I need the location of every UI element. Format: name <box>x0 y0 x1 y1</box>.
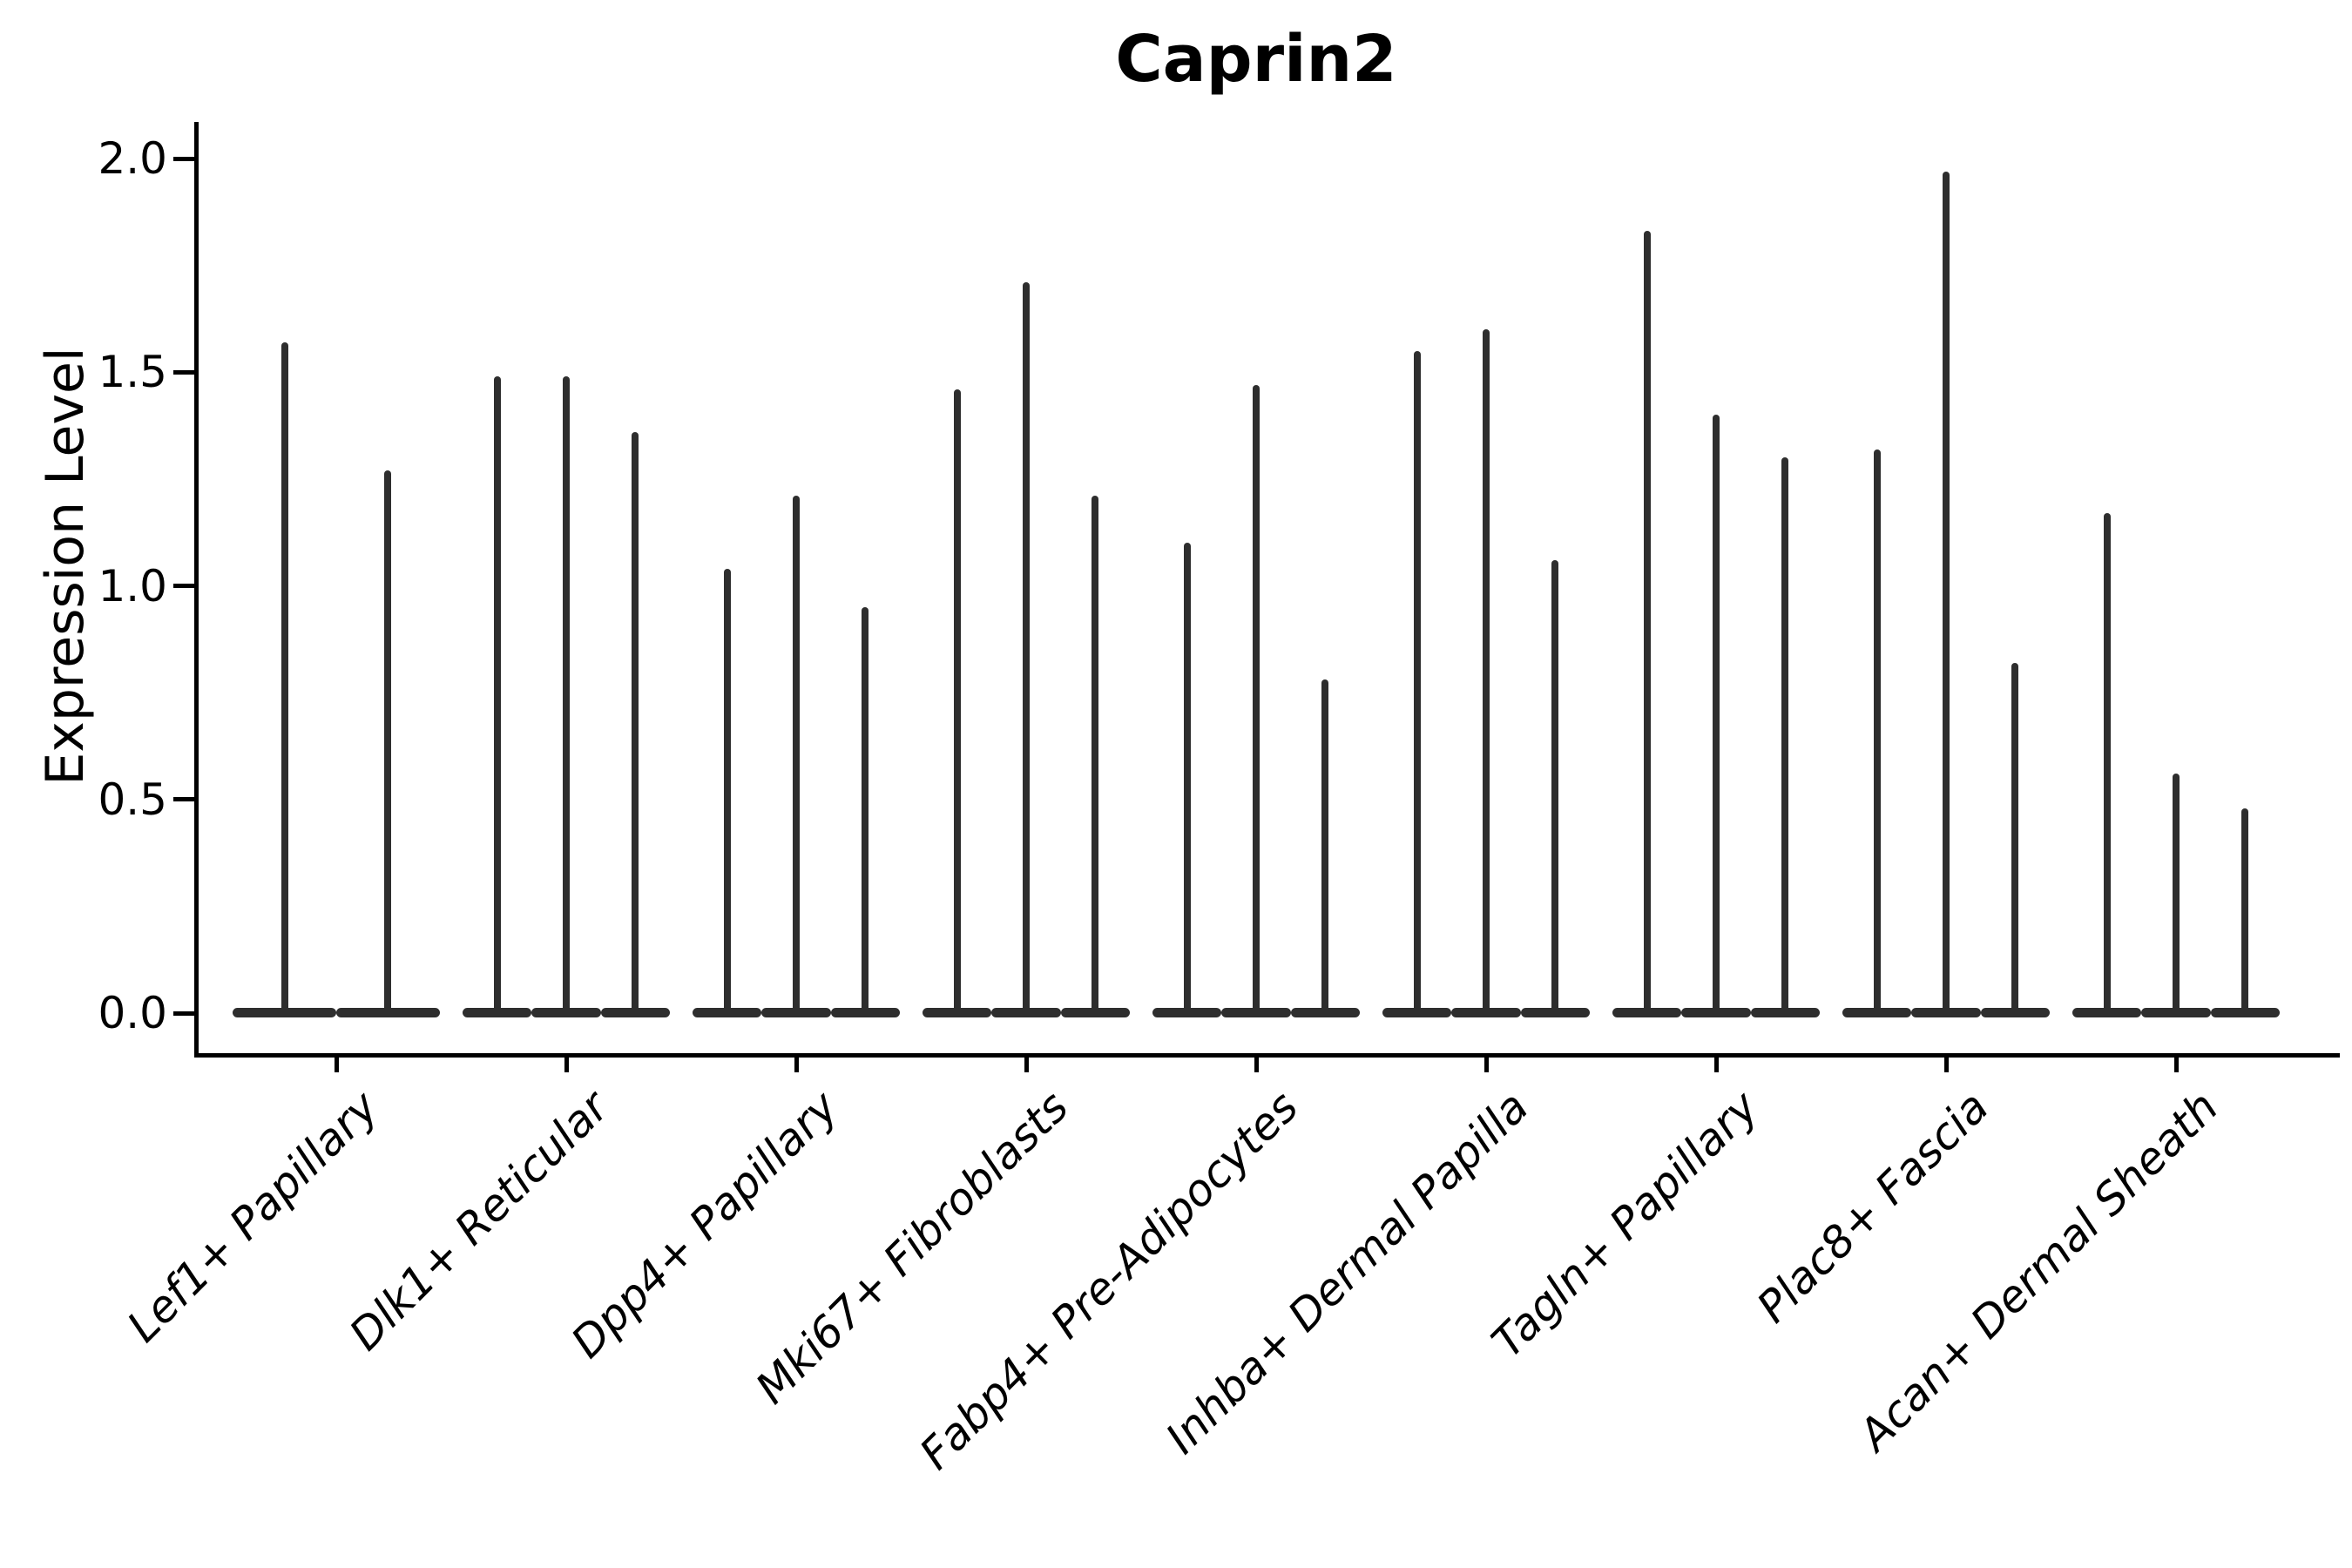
y-tick-label: 0.0 <box>98 988 167 1038</box>
violin-spike <box>2103 513 2111 1017</box>
y-tick-label: 1.0 <box>98 561 167 612</box>
chart-title: Caprin2 <box>1115 22 1397 97</box>
violin-spike <box>1713 415 1720 1017</box>
violin-spike <box>1943 171 1950 1017</box>
violin-spike <box>793 496 800 1017</box>
x-tick-mark <box>564 1058 569 1072</box>
y-tick-mark <box>173 157 194 161</box>
y-tick-mark <box>173 584 194 588</box>
violin-spike <box>2241 808 2249 1017</box>
x-tick-mark <box>1484 1058 1489 1072</box>
x-tick-mark <box>1254 1058 1259 1072</box>
violin-spike <box>1183 543 1191 1017</box>
x-tick-mark <box>334 1058 339 1072</box>
violin-spike <box>1253 384 1260 1017</box>
violin-spike <box>1643 231 1651 1017</box>
violin-spike <box>280 341 288 1017</box>
x-tick-mark <box>794 1058 799 1072</box>
violin-spike <box>2011 662 2019 1017</box>
x-tick-mark <box>2173 1058 2179 1072</box>
violin-spike <box>493 376 501 1017</box>
violin-spike <box>862 607 869 1017</box>
violin-spike <box>1023 282 1030 1017</box>
violin-spike <box>2173 774 2180 1017</box>
y-tick-mark <box>173 797 194 801</box>
violin-spike <box>1483 329 1490 1017</box>
x-tick-mark <box>1943 1058 1949 1072</box>
violin-spike <box>723 568 731 1017</box>
violin-spike <box>1321 679 1329 1017</box>
violin-spike <box>1551 560 1559 1017</box>
violin-spike <box>1873 449 1881 1017</box>
violin-spike <box>384 470 392 1017</box>
violin-spike <box>1781 457 1789 1017</box>
violin-spike <box>563 376 570 1017</box>
x-tick-mark <box>1024 1058 1029 1072</box>
y-tick-label: 2.0 <box>98 133 167 184</box>
x-axis-spine <box>194 1053 2340 1058</box>
violin-spike <box>1092 496 1099 1017</box>
y-axis-spine <box>194 122 199 1058</box>
x-tick-mark <box>1713 1058 1719 1072</box>
y-tick-mark <box>173 370 194 375</box>
y-tick-mark <box>173 1011 194 1016</box>
violin-spike <box>1413 350 1421 1017</box>
violin-spike <box>632 431 639 1017</box>
violin-spike <box>953 389 961 1017</box>
y-tick-label: 0.5 <box>98 774 167 825</box>
y-tick-label: 1.5 <box>98 347 167 397</box>
